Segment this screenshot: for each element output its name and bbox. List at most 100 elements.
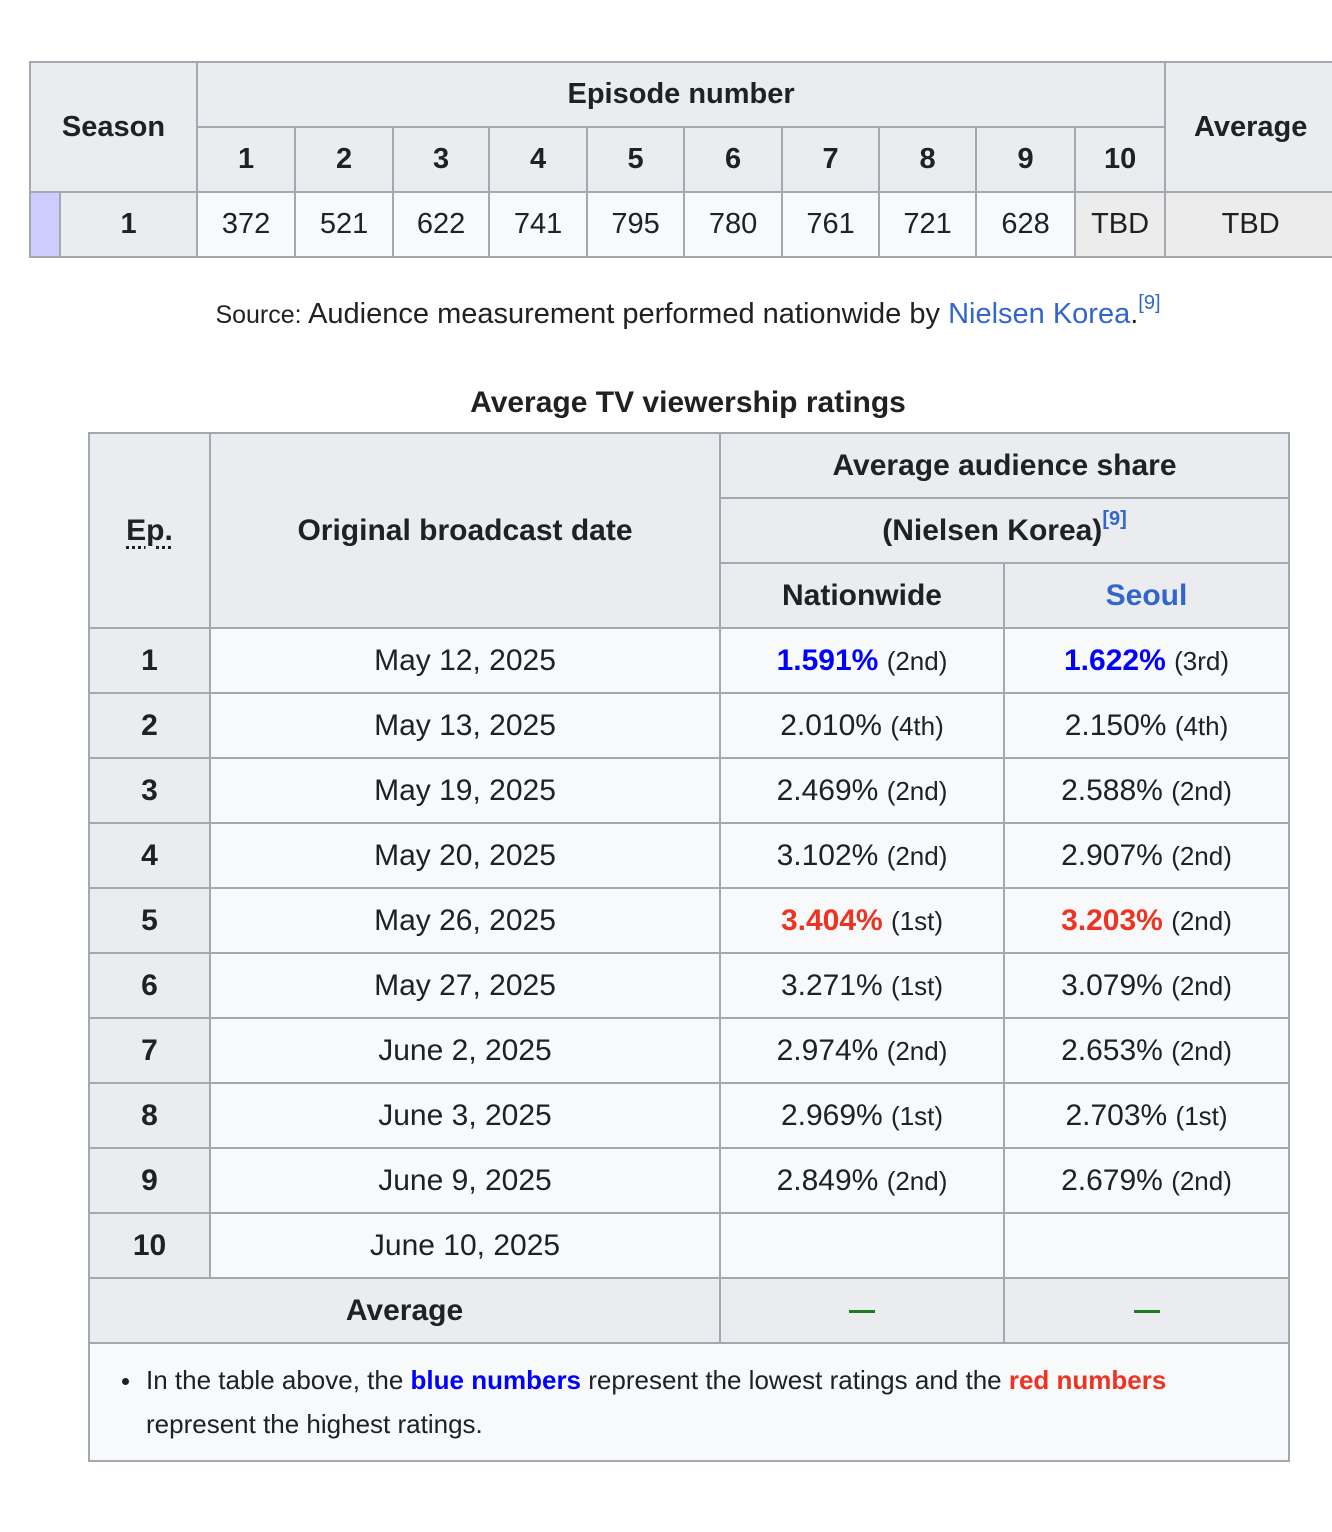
episode-number: 5 <box>586 126 686 193</box>
average-header: Average <box>1164 61 1332 193</box>
nationwide-rank: (2nd) <box>886 1165 948 1196</box>
seoul-value: 3.203% <box>1061 903 1163 937</box>
seoul-value: 2.653% <box>1061 1033 1163 1067</box>
seoul-value: 2.588% <box>1061 773 1163 807</box>
nationwide-rank: (4th) <box>890 710 944 741</box>
episode-number: 8 <box>88 1082 211 1149</box>
note-text: In the table above, the <box>146 1365 411 1395</box>
seoul-rating <box>1003 1212 1290 1279</box>
broadcast-date: May 26, 2025 <box>209 887 721 954</box>
seoul-rank: (2nd) <box>1171 970 1232 1001</box>
nationwide-rating: 3.271% (1st) <box>719 952 1005 1019</box>
nationwide-value: 2.469% <box>776 773 879 807</box>
ratings-row: 4 May 20, 2025 3.102% (2nd) 2.907% (2nd) <box>88 822 1290 889</box>
nationwide-rank: (1st) <box>891 905 944 936</box>
seoul-rank: (2nd) <box>1171 905 1232 936</box>
note-blue-numbers: blue numbers <box>410 1365 582 1395</box>
seoul-header[interactable]: Seoul <box>1003 562 1290 629</box>
episode-number: 1 <box>88 627 211 694</box>
nationwide-rating: 2.969% (1st) <box>719 1082 1005 1149</box>
nationwide-value: 3.404% <box>780 903 883 937</box>
nationwide-value: 3.102% <box>776 838 879 872</box>
seoul-rating: 2.907% (2nd) <box>1003 822 1290 889</box>
viewer-value: 622 <box>392 191 491 258</box>
ep-header: Ep. <box>88 432 211 629</box>
audience-share-header: Average audience share <box>719 432 1290 499</box>
average-row: Average <box>88 1277 1290 1344</box>
seoul-rank: (2nd) <box>1171 1165 1232 1196</box>
episode-number: 3 <box>88 757 211 824</box>
viewer-value: 372 <box>196 191 297 258</box>
reference-link[interactable]: [9] <box>1102 507 1127 530</box>
seoul-rating: 2.703% (1st) <box>1003 1082 1290 1149</box>
seoul-value: 2.907% <box>1061 838 1163 872</box>
seoul-rating: 2.588% (2nd) <box>1003 757 1290 824</box>
broadcast-date: May 13, 2025 <box>209 692 721 759</box>
viewer-value: 721 <box>878 191 978 258</box>
source-line: Source: Audience measurement performed n… <box>0 292 1332 331</box>
nielsen-korea-header: (Nielsen Korea)[9] <box>719 497 1290 564</box>
viewer-value: 521 <box>294 191 395 258</box>
nationwide-value: 3.271% <box>780 968 883 1002</box>
average-label: Average <box>88 1277 721 1344</box>
nationwide-rating <box>719 1212 1005 1279</box>
seoul-rank: (2nd) <box>1171 775 1232 806</box>
broadcast-date-header: Original broadcast date <box>209 432 721 629</box>
season-header: Season <box>28 61 199 193</box>
viewer-average: TBD <box>1164 191 1332 258</box>
season-row: 1 372 521 622 741 795 780 761 721 628 TB… <box>29 191 1332 258</box>
nationwide-header: Nationwide <box>719 562 1005 629</box>
broadcast-date: May 20, 2025 <box>209 822 721 889</box>
source-label: Source: <box>215 301 302 329</box>
source-period: . <box>1130 298 1139 330</box>
seoul-value: 2.679% <box>1061 1163 1163 1197</box>
nationwide-rating: 2.849% (2nd) <box>719 1147 1005 1214</box>
episode-number: 7 <box>88 1017 211 1084</box>
episode-number: 10 <box>88 1212 211 1279</box>
nationwide-value: 1.591% <box>776 643 879 677</box>
seoul-rating: 1.622% (3rd) <box>1003 627 1290 694</box>
seoul-value: 2.150% <box>1064 708 1167 742</box>
broadcast-date: June 3, 2025 <box>209 1082 721 1149</box>
seoul-rank: (1st) <box>1175 1100 1228 1131</box>
broadcast-date: June 9, 2025 <box>209 1147 721 1214</box>
ratings-row: 7 June 2, 2025 2.974% (2nd) 2.653% (2nd) <box>88 1017 1290 1084</box>
episode-number: 3 <box>392 126 491 193</box>
note-text: represent the highest ratings. <box>146 1409 483 1439</box>
episode-number: 6 <box>683 126 784 193</box>
nielsen-korea-label: (Nielsen Korea) <box>882 513 1103 547</box>
seoul-rating: 2.653% (2nd) <box>1003 1017 1290 1084</box>
viewers-table: Season Episode number Average 1 2 3 4 5 … <box>28 61 1332 258</box>
nationwide-rank: (1st) <box>891 1100 944 1131</box>
ep-abbreviation: Ep. <box>126 513 173 547</box>
episode-number: 2 <box>88 692 211 759</box>
reference-link[interactable]: [9] <box>1138 292 1161 314</box>
episode-number: 4 <box>488 126 589 193</box>
seoul-rank: (4th) <box>1174 710 1229 741</box>
seoul-rating: 3.203% (2nd) <box>1003 887 1290 954</box>
broadcast-date: June 2, 2025 <box>209 1017 721 1084</box>
nielsen-korea-link[interactable]: Nielsen Korea <box>948 298 1131 330</box>
viewer-value: 795 <box>586 191 686 258</box>
episode-number: 2 <box>294 126 395 193</box>
seoul-value: 3.079% <box>1061 968 1163 1002</box>
episode-number: 4 <box>88 822 211 889</box>
nationwide-rank: (1st) <box>891 970 944 1001</box>
season-color-swatch <box>29 191 61 258</box>
episode-number: 10 <box>1074 126 1167 193</box>
nationwide-rank: (2nd) <box>886 645 948 676</box>
broadcast-date: May 12, 2025 <box>209 627 721 694</box>
broadcast-date: May 19, 2025 <box>209 757 721 824</box>
seoul-rating: 2.150% (4th) <box>1003 692 1290 759</box>
nationwide-rank: (2nd) <box>886 775 948 806</box>
nationwide-average <box>719 1277 1005 1344</box>
nationwide-rating: 1.591% (2nd) <box>719 627 1005 694</box>
seoul-rating: 2.679% (2nd) <box>1003 1147 1290 1214</box>
nationwide-rating: 3.404% (1st) <box>719 887 1005 954</box>
episode-number: 9 <box>975 126 1077 193</box>
seoul-link[interactable]: Seoul <box>1105 578 1188 612</box>
episode-number: 9 <box>88 1147 211 1214</box>
nationwide-rank: (2nd) <box>886 1035 948 1066</box>
nationwide-value: 2.010% <box>780 708 882 742</box>
dash-icon <box>1133 1310 1160 1314</box>
